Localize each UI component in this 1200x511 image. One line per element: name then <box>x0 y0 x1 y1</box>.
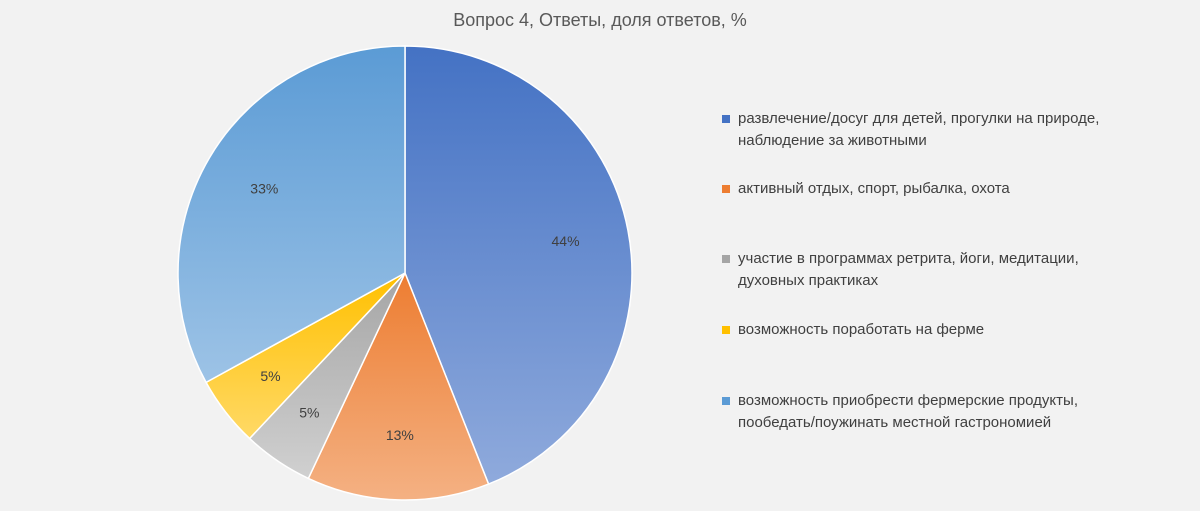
data-label-2: 5% <box>299 405 319 421</box>
pie-data-labels: 44% 13% 5% 5% 33% <box>250 181 579 444</box>
pie-slices <box>177 45 633 501</box>
legend-label-1: активный отдых, спорт, рыбалка, охота <box>738 180 1010 197</box>
legend-item-2: участие в программах ретрита, йоги, меди… <box>720 248 1100 292</box>
pie-slice-1 <box>307 271 490 501</box>
data-label-0: 44% <box>552 233 580 249</box>
legend-label-2: участие в программах ретрита, йоги, меди… <box>738 250 1079 289</box>
legend-label-3: возможность поработать на ферме <box>738 321 985 338</box>
legend-label-0: развлечение/досуг для детей, прогулки на… <box>738 110 1100 149</box>
legend-item-0: развлечение/досуг для детей, прогулки на… <box>720 108 1100 152</box>
legend-swatch-2 <box>722 255 730 263</box>
legend-label-4: возможность приобрести фермерские продук… <box>738 392 1078 431</box>
data-label-3: 5% <box>260 368 280 384</box>
pie-slice-0 <box>404 45 633 486</box>
chart-title: Вопрос 4, Ответы, доля ответов, % <box>453 10 747 30</box>
legend-swatch-3 <box>722 326 730 334</box>
data-label-4: 33% <box>250 181 278 197</box>
legend-swatch-0 <box>722 115 730 123</box>
legend-swatch-4 <box>722 397 730 405</box>
legend-swatch-1 <box>722 185 730 193</box>
legend-item-3: возможность поработать на ферме <box>720 319 1100 341</box>
legend-item-4: возможность приобрести фермерские продук… <box>720 390 1100 434</box>
legend-item-1: активный отдых, спорт, рыбалка, охота <box>720 178 1100 200</box>
data-label-1: 13% <box>386 427 414 443</box>
pie-slice-4 <box>177 45 406 384</box>
